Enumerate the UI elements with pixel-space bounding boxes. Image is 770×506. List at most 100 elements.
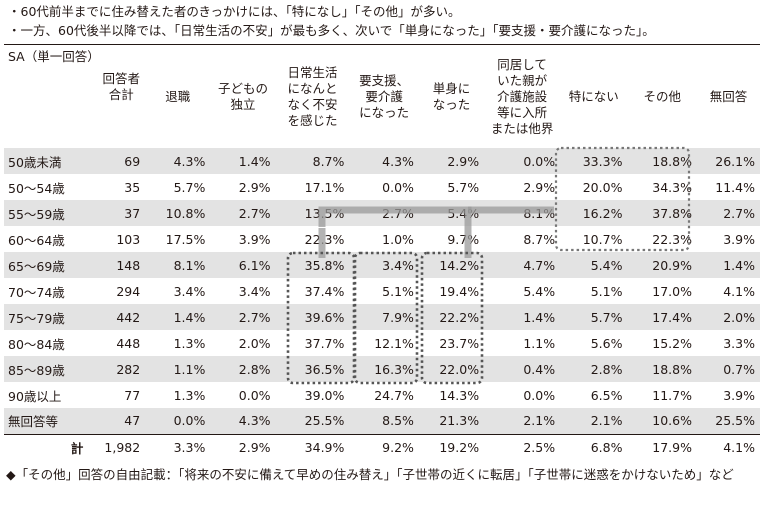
table-cell: 21.3% xyxy=(418,408,485,435)
table-row: 85～89歳 282 1.1% 2.8% 36.5% 16.3% 22.0% 0.4% 2.8%… xyxy=(4,356,760,382)
table-cell: 4.1% xyxy=(723,283,755,299)
table-cell: 5.1% xyxy=(590,283,623,299)
table-cell: 3.4% xyxy=(238,283,271,299)
table-cell: 35 xyxy=(124,179,141,195)
table-cell: 4.7% xyxy=(484,252,561,278)
total-cell: 3.3% xyxy=(173,440,206,455)
table-cell: 2.7% xyxy=(696,200,760,226)
table-cell: 294 xyxy=(116,283,141,299)
table-cell: 0.0% xyxy=(523,387,556,403)
total-cell: 17.9% xyxy=(652,440,692,455)
table-cell: 5.1% xyxy=(382,283,414,299)
col-header-became-single: 単身に なった xyxy=(432,80,471,112)
table-cell: 37.8% xyxy=(627,200,697,226)
table-cell: 282 xyxy=(97,356,146,382)
table-row: 90歳以上 77 1.3% 0.0% 39.0% 24.7% 14.3% 0.0% 6.5% 11… xyxy=(4,382,760,408)
table-cell: 17.5% xyxy=(165,231,206,247)
total-cell: 6.8% xyxy=(590,440,623,455)
table-cell: 47 xyxy=(97,408,146,435)
table-cell: 24.7% xyxy=(374,387,414,403)
total-row: 計 1,982 3.3% 2.9% 34.9% 9.2% 19.2% 2.5% … xyxy=(4,434,760,461)
table-cell: 15.2% xyxy=(652,335,692,351)
table-cell: 19.4% xyxy=(439,283,480,299)
row-label: 80～84歳 xyxy=(8,336,65,352)
table-cell: 2.9% xyxy=(418,148,485,174)
table-cell: 1.3% xyxy=(173,335,206,351)
table-cell: 5.4% xyxy=(523,283,556,299)
table-row: 50歳未満 69 4.3% 1.4% 8.7% 4.3% 2.9% 0.0% 33.3% 18.8… xyxy=(4,148,760,174)
table-cell: 17.0% xyxy=(652,283,692,299)
table-row: 無回答等 47 0.0% 4.3% 25.5% 8.5% 21.3% 2.1% 2.1% 10.6… xyxy=(4,408,760,435)
table-cell: 22.2% xyxy=(418,304,485,330)
table-cell: 10.7% xyxy=(582,231,623,247)
table-cell: 16.2% xyxy=(560,200,628,226)
col-header-no-answer: 無回答 xyxy=(709,88,748,104)
table-cell: 2.0% xyxy=(696,304,760,330)
table-row: 75～79歳 442 1.4% 2.7% 39.6% 7.9% 22.2% 1.4% 5.7% 1… xyxy=(4,304,760,330)
row-label: 85～89歳 xyxy=(4,356,98,382)
table-cell: 1.4% xyxy=(484,304,561,330)
table-cell: 11.7% xyxy=(652,387,692,403)
total-cell: 4.1% xyxy=(723,440,755,455)
table-cell: 8.1% xyxy=(484,200,561,226)
table-cell: 39.0% xyxy=(304,387,345,403)
table-cell: 13.5% xyxy=(275,200,350,226)
table-cell: 1.4% xyxy=(145,304,211,330)
table-cell: 2.8% xyxy=(210,356,276,382)
table-cell: 3.9% xyxy=(723,387,755,403)
table-top-rule xyxy=(4,44,760,45)
table-cell: 10.8% xyxy=(145,200,211,226)
table-cell: 10.6% xyxy=(627,408,697,435)
row-label: 無回答等 xyxy=(4,408,98,435)
table-cell: 0.0% xyxy=(145,408,211,435)
table-cell: 1.4% xyxy=(210,148,276,174)
table-cell: 37 xyxy=(97,200,146,226)
table-cell: 5.4% xyxy=(560,252,628,278)
table-cell: 8.7% xyxy=(275,148,350,174)
table-cell: 1.1% xyxy=(523,335,556,351)
total-cell: 2.9% xyxy=(238,440,271,455)
row-label: 50歳未満 xyxy=(4,148,98,174)
table-cell: 5.4% xyxy=(418,200,485,226)
row-label: 90歳以上 xyxy=(8,388,62,404)
table-cell: 5.6% xyxy=(590,335,623,351)
total-cell: 19.2% xyxy=(439,440,480,455)
table-cell: 17.1% xyxy=(304,179,345,195)
table-cell: 26.1% xyxy=(696,148,760,174)
table-cell: 20.9% xyxy=(627,252,697,278)
row-label: 65～69歳 xyxy=(4,252,98,278)
total-cell: 2.5% xyxy=(523,440,556,455)
table-cell: 2.0% xyxy=(238,335,271,351)
table-cell: 22.3% xyxy=(652,231,692,247)
table-cell: 11.4% xyxy=(715,179,755,195)
table-cell: 5.7% xyxy=(560,304,628,330)
header-row: SA（単一回答） 回答者 合計 退職 子どもの 独立 日常生活 になんと なく不安 を感じ… xyxy=(4,45,760,148)
table-cell: 25.5% xyxy=(696,408,760,435)
col-header-daily-anxiety: 日常生活 になんと なく不安 を感じた xyxy=(287,64,338,128)
table-cell: 1.0% xyxy=(382,231,414,247)
table-cell: 103 xyxy=(116,231,141,247)
col-header-retirement: 退職 xyxy=(165,88,191,104)
row-label: 75～79歳 xyxy=(4,304,98,330)
table-cell: 3.9% xyxy=(238,231,271,247)
table-cell: 448 xyxy=(116,335,141,351)
table-cell: 2.8% xyxy=(560,356,628,382)
table-row: 60～64歳 103 17.5% 3.9% 22.3% 1.0% 9.7% 8.7% 10.7%… xyxy=(4,226,760,252)
table-row: 80～84歳 448 1.3% 2.0% 37.7% 12.1% 23.7% 1.1% 5.6%… xyxy=(4,330,760,356)
table-cell: 23.7% xyxy=(439,335,480,351)
table-cell: 4.3% xyxy=(145,148,211,174)
table-cell: 7.9% xyxy=(349,304,419,330)
table-cell: 0.0% xyxy=(382,179,414,195)
table-cell: 18.8% xyxy=(627,356,697,382)
table-cell: 14.3% xyxy=(439,387,480,403)
col-header-0: 回答者 合計 xyxy=(102,71,141,102)
col-header-parent-facility: 同居して いた親が 介護施設 等に入所 または他界 xyxy=(490,56,554,136)
table-cell: 37.4% xyxy=(304,283,345,299)
table-cell: 442 xyxy=(97,304,146,330)
table-cell: 3.4% xyxy=(173,283,206,299)
note-line-1: ・60代前半までに住み替えた者のきっかけには、「特になし」「その他」が多い。 xyxy=(8,4,461,19)
table-row: 70～74歳 294 3.4% 3.4% 37.4% 5.1% 19.4% 5.4% 5.1% 1… xyxy=(4,278,760,304)
footnote: ◆「その他」回答の自由記載：「将来の不安に備えて早めの住み替え」「子世帯の近くに… xyxy=(6,467,734,482)
trigger-table: SA（単一回答） 回答者 合計 退職 子どもの 独立 日常生活 になんと なく不安 を感じ… xyxy=(4,45,760,461)
total-cell: 9.2% xyxy=(382,440,414,455)
